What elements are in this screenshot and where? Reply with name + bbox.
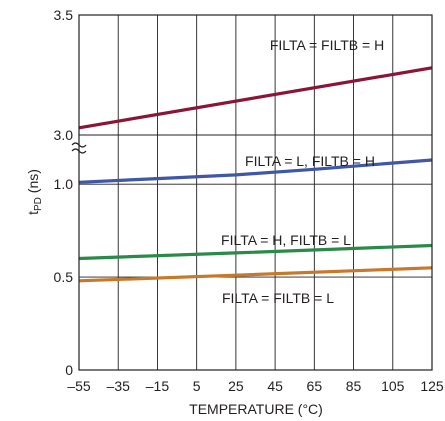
y-tick-label: 1.0 — [54, 176, 74, 192]
y-axis-label-main: t — [25, 211, 41, 215]
y-tick-label: 0 — [65, 362, 73, 378]
series-annotation: FILTA = H, FILTB = L — [221, 232, 351, 248]
y-tick-labels: 0 0.5 1.0 3.0 3.5 — [54, 7, 74, 378]
x-tick-label: 25 — [228, 378, 244, 394]
y-axis-label: tPD (ns) — [25, 169, 44, 215]
x-tick-label: 85 — [346, 378, 362, 394]
x-tick-label: 105 — [381, 378, 405, 394]
y-axis-label-sub: PD — [33, 197, 44, 211]
series-annotation: FILTA = FILTB = L — [222, 290, 334, 306]
x-tick-label: –35 — [107, 378, 131, 394]
x-tick-label: 45 — [267, 378, 283, 394]
y-axis-label-unit: (ns) — [25, 169, 41, 197]
series-line — [78, 266, 433, 283]
series-annotation: FILTA = FILTB = H — [270, 37, 384, 53]
x-tick-label: 65 — [307, 378, 323, 394]
series-annotations: FILTA = FILTB = H FILTA = L, FILTB = H FIL… — [221, 37, 384, 306]
series-layer — [78, 66, 433, 283]
series-annotation: FILTA = L, FILTB = H — [245, 153, 375, 169]
y-tick-label: 3.5 — [54, 7, 74, 23]
x-tick-label: 5 — [193, 378, 201, 394]
series-line — [78, 243, 433, 261]
x-axis-label: TEMPERATURE (°C) — [189, 401, 323, 417]
x-tick-label: –15 — [146, 378, 170, 394]
plot-frame — [78, 14, 433, 371]
grid — [79, 15, 432, 370]
y-tick-label: 0.5 — [54, 269, 74, 285]
x-tick-label: 125 — [420, 378, 444, 394]
x-tick-label: –55 — [67, 378, 91, 394]
series-line — [78, 158, 433, 184]
x-tick-labels: –55 –35 –15 5 25 45 65 85 105 125 — [67, 378, 444, 394]
y-tick-label: 3.0 — [54, 127, 74, 143]
series-line — [78, 66, 433, 130]
